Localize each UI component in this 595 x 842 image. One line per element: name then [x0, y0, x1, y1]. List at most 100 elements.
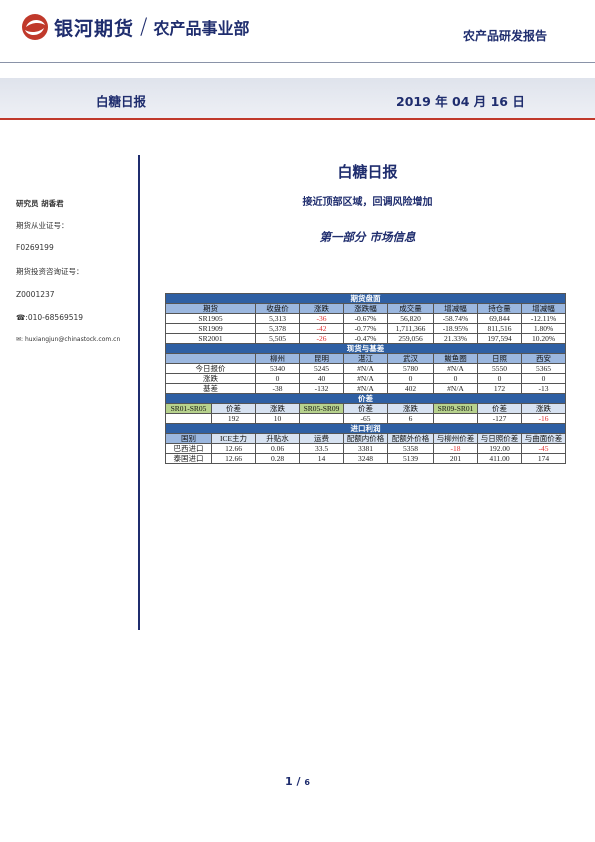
table-header: 价差 — [343, 403, 388, 414]
table-cell: 6 — [387, 413, 434, 424]
spread-label: SR01-SR05 — [165, 403, 212, 414]
page-current: 1 — [285, 775, 293, 788]
table-header: 涨跌 — [520, 403, 567, 414]
table-header: 昆明 — [299, 353, 344, 364]
table-header: ICE主力 — [211, 433, 256, 444]
table-cell: -127 — [477, 413, 522, 424]
table-cell: #N/A — [433, 363, 478, 374]
table-header: 成交量 — [387, 303, 434, 314]
table-row: 192 10 -65 6 -127 -16 — [165, 413, 567, 424]
report-date: 2019 年 04 月 16 日 — [396, 94, 525, 109]
table-header: 涨跌 — [387, 403, 434, 414]
table-cell: 10.20% — [520, 333, 567, 344]
table-cell: 12.66 — [211, 453, 256, 464]
table-row: 基差 -38 -132 #N/A 402 #N/A 172 -13 — [165, 383, 567, 394]
table-header: 升贴水 — [255, 433, 300, 444]
table-cell: 巴西进口 — [165, 443, 212, 454]
table-cell: 5365 — [520, 363, 567, 374]
spread-label: SR05-SR09 — [299, 403, 344, 414]
company-logo: 银河期货 / 农产品事业部 — [20, 12, 249, 42]
table-cell: #N/A — [343, 383, 388, 394]
table-cell: 1,711,366 — [387, 323, 434, 334]
table-cell: -0.47% — [343, 333, 388, 344]
table-cell: 197,594 — [477, 333, 522, 344]
table-header: 持仓量 — [477, 303, 522, 314]
table-cell: #N/A — [433, 383, 478, 394]
table-cell: 0 — [255, 373, 300, 384]
table-cell: 33.5 — [299, 443, 344, 454]
table-cell: 5550 — [477, 363, 522, 374]
table-header: 国别 — [165, 433, 212, 444]
table-header: 期货 — [165, 303, 256, 314]
table-header: 湛江 — [343, 353, 388, 364]
email-contact: ✉: huxiangjun@chinastock.com.cn — [16, 336, 121, 343]
table-cell: 0 — [477, 373, 522, 384]
table-cell: 201 — [433, 453, 478, 464]
table-cell: -12.11% — [520, 313, 567, 324]
table-cell: 192.00 — [477, 443, 522, 454]
table-row: 今日报价 5340 5245 #N/A 5780 #N/A 5550 5365 — [165, 363, 567, 374]
header-divider — [0, 62, 595, 63]
table-cell: 涨跌 — [165, 373, 256, 384]
table-cell: #N/A — [343, 363, 388, 374]
table-cell: -65 — [343, 413, 388, 424]
sidebar-divider — [138, 155, 140, 630]
table-cell: 56,820 — [387, 313, 434, 324]
brand-name: 银河期货 — [54, 17, 135, 40]
table-row: SR2001 5,505 -26 -0.47% 259,056 21.33% 1… — [165, 333, 567, 344]
table-header: 与曲面价差 — [520, 433, 567, 444]
consult-label: 期货投资咨询证号： — [16, 267, 84, 276]
license-label: 期货从业证号： — [16, 221, 69, 230]
report-title: 白糖日报 — [337, 163, 398, 181]
table-header: 与柳州价差 — [433, 433, 478, 444]
table-cell: 811,516 — [477, 323, 522, 334]
table-cell: 40 — [299, 373, 344, 384]
department-name: 农产品事业部 — [153, 19, 250, 38]
table-header: 配额外价格 — [387, 433, 434, 444]
table-cell: -38 — [255, 383, 300, 394]
table-cell: 12.66 — [211, 443, 256, 454]
table-cell: 0.28 — [255, 453, 300, 464]
section-heading: 第一部分 市场信息 — [319, 230, 416, 244]
table-cell: -58.74% — [433, 313, 478, 324]
table-cell: 今日报价 — [165, 363, 256, 374]
title-band: 白糖日报 2019 年 04 月 16 日 — [0, 78, 595, 120]
table-header: 运费 — [299, 433, 344, 444]
table-cell — [433, 413, 478, 424]
spread-section-title: 价差 — [164, 393, 567, 404]
page-separator: / — [296, 775, 301, 788]
band-title: 白糖日报 — [96, 94, 147, 109]
table-cell: SR1905 — [165, 313, 256, 324]
table-header: 与日照价差 — [477, 433, 522, 444]
table-cell: 0.06 — [255, 443, 300, 454]
table-row: SR1905 5,313 -36 -0.67% 56,820 -58.74% 6… — [165, 313, 567, 324]
table-cell: 0 — [433, 373, 478, 384]
table-cell: 5780 — [387, 363, 434, 374]
table-header: 西安 — [520, 353, 567, 364]
table-cell: #N/A — [343, 373, 388, 384]
table-cell: 泰国进口 — [165, 453, 212, 464]
table-cell: 259,056 — [387, 333, 434, 344]
table-cell: 5,505 — [255, 333, 300, 344]
table-cell: 172 — [477, 383, 522, 394]
table-row: 泰国进口 12.66 0.28 14 3248 5139 201 411.00 … — [165, 453, 567, 464]
table-cell: 69,844 — [477, 313, 522, 324]
table-row: 涨跌 0 40 #N/A 0 0 0 0 — [165, 373, 567, 384]
table-cell: 402 — [387, 383, 434, 394]
table-cell: -13 — [520, 383, 567, 394]
galaxy-logo-icon — [22, 14, 48, 40]
consult-number: Z0001237 — [16, 290, 55, 299]
report-subtitle: 接近顶部区域，回调风险增加 — [302, 197, 433, 208]
table-cell: 14 — [299, 453, 344, 464]
table-cell: SR2001 — [165, 333, 256, 344]
page-number: 1 / 6 — [0, 775, 595, 788]
table-cell: 3381 — [343, 443, 388, 454]
table-row: 巴西进口 12.66 0.06 33.5 3381 5358 -18 192.0… — [165, 443, 567, 454]
table-header: 日照 — [477, 353, 522, 364]
table-cell: 5358 — [387, 443, 434, 454]
table-cell: -132 — [299, 383, 344, 394]
report-type: 农产品研发报告 — [462, 29, 547, 43]
spot-section-title: 现货与基差 — [164, 343, 567, 354]
table-header: 武汉 — [387, 353, 434, 364]
table-header: 鲅鱼圈 — [433, 353, 478, 364]
